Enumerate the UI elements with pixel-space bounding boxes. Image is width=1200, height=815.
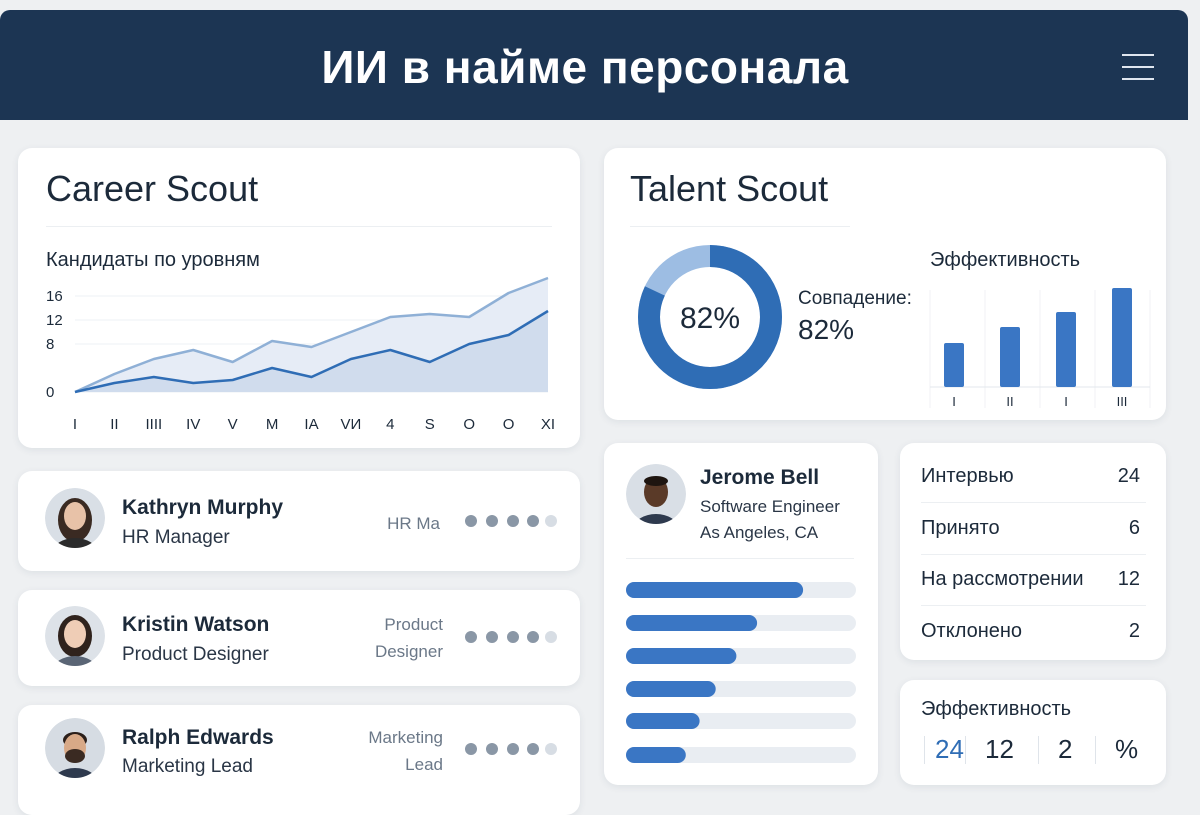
- divider: [921, 605, 1146, 606]
- candidate-role: Product Designer: [122, 644, 269, 665]
- separator: [1038, 736, 1039, 764]
- profile-location: As Angeles, CA: [700, 523, 819, 542]
- candidate-tag: Marketing Lead: [368, 728, 443, 774]
- efficiency-item: 12: [985, 734, 1014, 764]
- candidate-card[interactable]: [18, 471, 580, 571]
- separator: [924, 736, 925, 764]
- efficiency-item: 2: [1058, 734, 1073, 764]
- efficiency-card: [900, 680, 1166, 785]
- efficiency-item: %: [1115, 734, 1139, 764]
- card-title: Career Scout: [46, 168, 259, 209]
- stat-label: На рассмотрении: [921, 568, 1084, 590]
- chart-title: Кандидаты по уровням: [46, 249, 260, 271]
- match-value: 82%: [798, 314, 855, 345]
- candidate-tag: Product Designer: [374, 615, 443, 661]
- candidate-card[interactable]: [18, 590, 580, 686]
- match-label: Совпадение:: [798, 288, 912, 309]
- candidate-name: Ralph Edwards: [122, 726, 274, 749]
- divider: [626, 558, 854, 559]
- candidate-name: Kathryn Murphy: [122, 496, 284, 519]
- page-title: ИИ в найме персонала: [321, 41, 849, 93]
- candidate-name: Kristin Watson: [122, 613, 270, 636]
- menu-button[interactable]: [1122, 54, 1154, 80]
- stat-value: 2: [1128, 619, 1140, 642]
- header: [0, 10, 1188, 120]
- card-title: Эффективность: [921, 698, 1072, 720]
- card-title: Talent Scout: [630, 168, 829, 209]
- chart-title: Эффективность: [930, 249, 1081, 271]
- stat-label: Отклонено: [921, 619, 1023, 642]
- stat-value: 24: [1117, 465, 1140, 487]
- separator: [1095, 736, 1096, 764]
- profile-card: [604, 443, 878, 785]
- candidate-role: Marketing Lead: [122, 756, 253, 777]
- efficiency-item: 24: [935, 734, 964, 764]
- profile-name: Jerome Bell: [700, 466, 820, 489]
- divider: [921, 553, 1146, 555]
- candidate-card[interactable]: [18, 705, 580, 815]
- divider: [46, 226, 552, 227]
- stat-value: 6: [1128, 516, 1140, 539]
- candidate-tag: HR Ma: [387, 514, 440, 533]
- divider: [630, 226, 850, 227]
- candidate-role: HR Manager: [122, 527, 230, 548]
- profile-title: Software Engineer: [700, 497, 840, 516]
- stat-value: 12: [1117, 568, 1140, 590]
- stat-label: Принято: [921, 516, 1000, 539]
- separator: [965, 736, 966, 764]
- divider: [921, 502, 1146, 503]
- stats-card: [900, 443, 1166, 660]
- stat-label: Интервью: [921, 465, 1014, 487]
